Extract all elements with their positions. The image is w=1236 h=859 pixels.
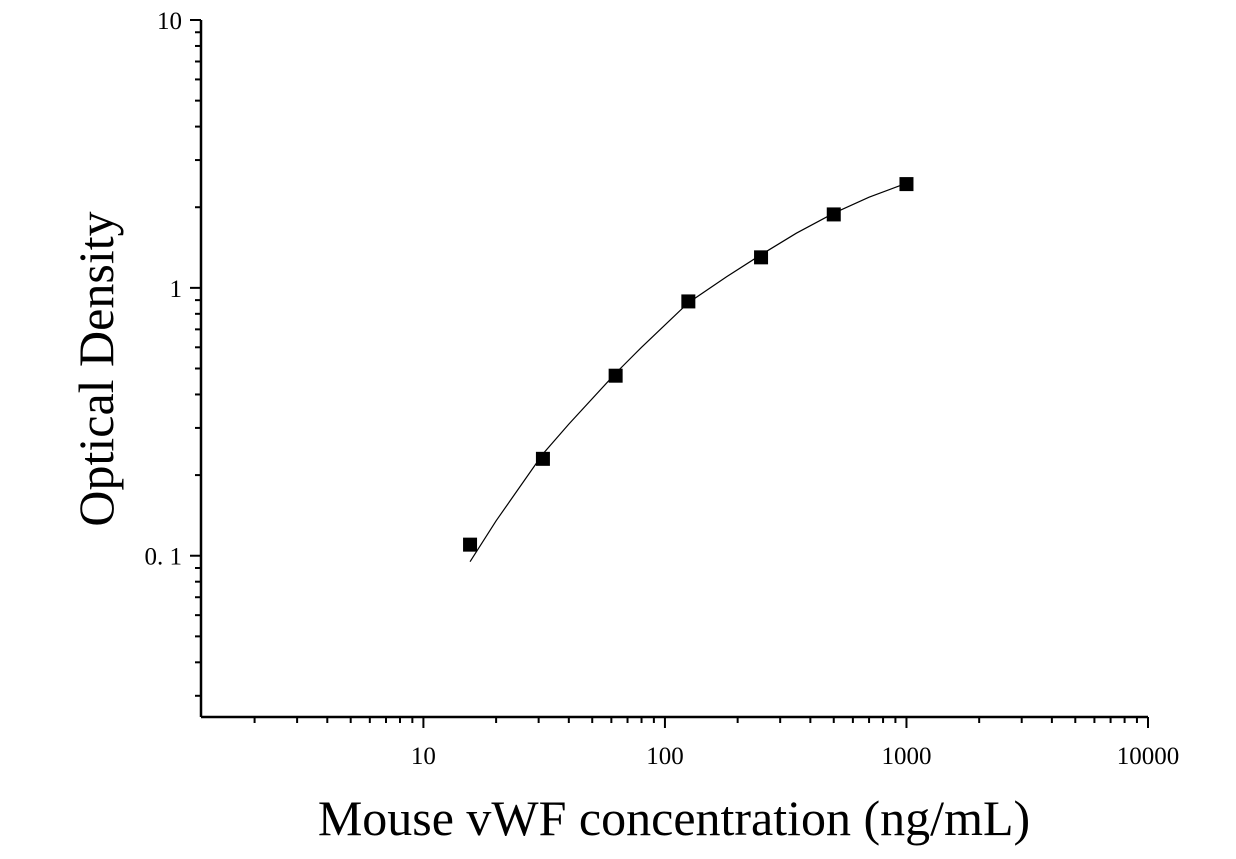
x-tick-label: 10000	[1117, 743, 1180, 770]
data-point	[754, 250, 769, 265]
data-point	[681, 294, 696, 309]
axes	[199, 20, 1148, 719]
y-axis-title: Optical Density	[68, 211, 124, 526]
y-tick-label: 10	[157, 8, 182, 35]
tick-labels: 10 100 1000 10000 0. 1 1 10	[145, 8, 1180, 770]
x-tick-label: 1000	[881, 743, 931, 770]
data-point	[463, 537, 478, 552]
fit-curve	[469, 182, 907, 563]
y-ticks	[190, 19, 201, 697]
y-tick-label: 0. 1	[145, 544, 183, 571]
x-tick-label: 10	[411, 743, 436, 770]
x-axis-title: Mouse vWF concentration (ng/mL)	[318, 790, 1030, 846]
data-point	[608, 368, 623, 383]
x-tick-label: 100	[646, 743, 684, 770]
data-point	[535, 451, 550, 466]
data-points	[463, 177, 914, 552]
data-point	[826, 207, 841, 222]
data-point	[899, 177, 914, 192]
x-ticks	[253, 717, 1149, 728]
y-tick-label: 1	[170, 276, 183, 303]
